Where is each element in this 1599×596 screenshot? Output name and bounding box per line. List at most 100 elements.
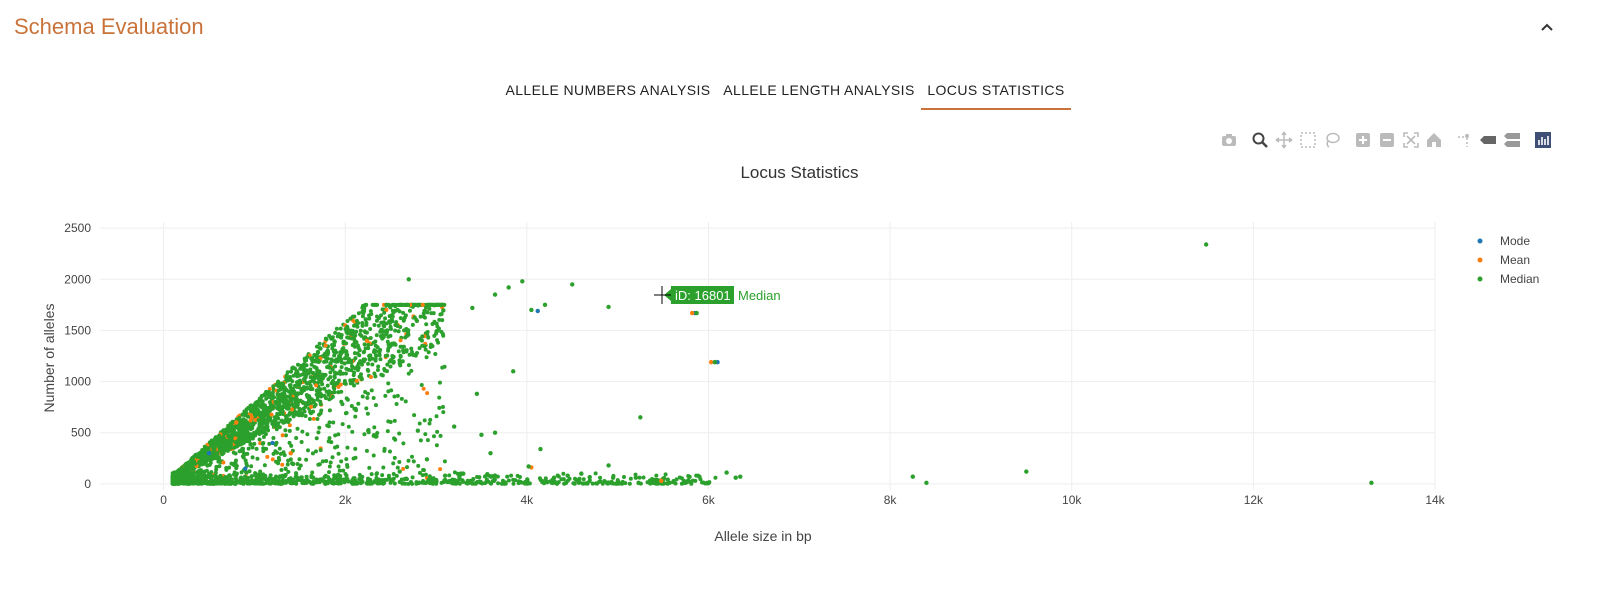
- median-point[interactable]: [610, 475, 616, 480]
- median-point[interactable]: [352, 344, 357, 349]
- median-point[interactable]: [395, 324, 400, 329]
- median-point[interactable]: [581, 477, 586, 482]
- median-point[interactable]: [415, 428, 421, 433]
- legend-marker[interactable]: [1477, 276, 1483, 282]
- median-point[interactable]: [217, 433, 222, 438]
- median-point[interactable]: [221, 436, 226, 441]
- median-point[interactable]: [587, 475, 592, 480]
- median-point[interactable]: [671, 480, 676, 485]
- median-point[interactable]: [344, 457, 349, 462]
- median-point[interactable]: [284, 416, 289, 421]
- median-point[interactable]: [303, 404, 308, 409]
- median-point[interactable]: [338, 326, 343, 331]
- median-point[interactable]: [384, 308, 389, 313]
- median-point[interactable]: [327, 365, 332, 370]
- median-point[interactable]: [380, 481, 385, 486]
- median-point[interactable]: [538, 477, 543, 482]
- median-point[interactable]: [311, 400, 316, 405]
- median-point[interactable]: [230, 432, 235, 437]
- median-point[interactable]: [435, 328, 440, 333]
- median-point[interactable]: [248, 442, 253, 447]
- median-point[interactable]: [538, 446, 543, 452]
- median-point[interactable]: [322, 359, 327, 364]
- median-point[interactable]: [417, 470, 422, 475]
- median-point[interactable]: [492, 430, 498, 435]
- median-point[interactable]: [416, 463, 421, 468]
- median-point[interactable]: [425, 438, 430, 443]
- median-point[interactable]: [712, 359, 718, 365]
- median-point[interactable]: [373, 343, 378, 348]
- median-point[interactable]: [358, 481, 363, 486]
- median-point[interactable]: [359, 362, 364, 367]
- median-point[interactable]: [224, 427, 229, 432]
- median-point[interactable]: [291, 373, 296, 378]
- median-point[interactable]: [283, 472, 288, 477]
- median-point[interactable]: [330, 346, 335, 351]
- median-point[interactable]: [474, 391, 480, 397]
- median-point[interactable]: [426, 350, 431, 355]
- median-point[interactable]: [548, 479, 553, 484]
- median-point[interactable]: [261, 435, 266, 440]
- median-point[interactable]: [606, 463, 611, 468]
- median-point[interactable]: [287, 395, 292, 400]
- median-point[interactable]: [246, 476, 251, 481]
- median-point[interactable]: [420, 302, 425, 307]
- median-point[interactable]: [373, 349, 378, 354]
- median-point[interactable]: [655, 478, 660, 483]
- median-point[interactable]: [401, 441, 406, 446]
- median-point[interactable]: [364, 338, 369, 343]
- median-point[interactable]: [315, 388, 320, 393]
- median-point[interactable]: [405, 465, 410, 470]
- median-point[interactable]: [511, 369, 516, 374]
- median-point[interactable]: [184, 462, 189, 467]
- median-point[interactable]: [233, 462, 238, 467]
- median-point[interactable]: [609, 481, 614, 486]
- median-point[interactable]: [488, 474, 493, 479]
- median-point[interactable]: [336, 332, 341, 337]
- median-point[interactable]: [310, 451, 315, 456]
- median-point[interactable]: [516, 479, 521, 484]
- median-point[interactable]: [202, 461, 207, 466]
- median-point[interactable]: [576, 480, 581, 485]
- median-point[interactable]: [360, 323, 365, 328]
- median-point[interactable]: [406, 277, 411, 282]
- median-point[interactable]: [279, 467, 284, 472]
- median-point[interactable]: [328, 460, 333, 465]
- median-point[interactable]: [641, 475, 646, 480]
- median-point[interactable]: [353, 455, 358, 460]
- median-point[interactable]: [303, 413, 308, 418]
- median-point[interactable]: [214, 467, 219, 472]
- median-point[interactable]: [253, 418, 258, 423]
- median-point[interactable]: [188, 460, 193, 465]
- median-point[interactable]: [668, 480, 673, 485]
- median-point[interactable]: [385, 477, 390, 482]
- median-point[interactable]: [340, 402, 345, 407]
- legend-label[interactable]: Mode: [1500, 234, 1530, 248]
- median-point[interactable]: [402, 476, 407, 481]
- median-point[interactable]: [332, 374, 337, 379]
- median-point[interactable]: [320, 376, 325, 381]
- median-point[interactable]: [361, 303, 366, 308]
- median-point[interactable]: [525, 478, 530, 483]
- median-point[interactable]: [264, 396, 269, 401]
- median-point[interactable]: [285, 462, 290, 467]
- median-point[interactable]: [380, 473, 385, 478]
- median-point[interactable]: [350, 429, 355, 434]
- median-point[interactable]: [326, 475, 331, 480]
- median-point[interactable]: [254, 446, 259, 451]
- median-point[interactable]: [408, 480, 413, 485]
- median-point[interactable]: [385, 362, 390, 367]
- median-point[interactable]: [694, 310, 699, 316]
- median-point[interactable]: [218, 473, 223, 478]
- median-point[interactable]: [337, 479, 342, 484]
- median-point[interactable]: [339, 365, 344, 370]
- median-point[interactable]: [276, 379, 281, 384]
- median-point[interactable]: [924, 480, 929, 486]
- median-point[interactable]: [360, 314, 365, 319]
- median-point[interactable]: [362, 342, 367, 347]
- median-point[interactable]: [693, 478, 698, 483]
- median-point[interactable]: [234, 458, 239, 463]
- median-point[interactable]: [295, 374, 300, 379]
- median-point[interactable]: [628, 476, 633, 481]
- median-point[interactable]: [623, 481, 628, 486]
